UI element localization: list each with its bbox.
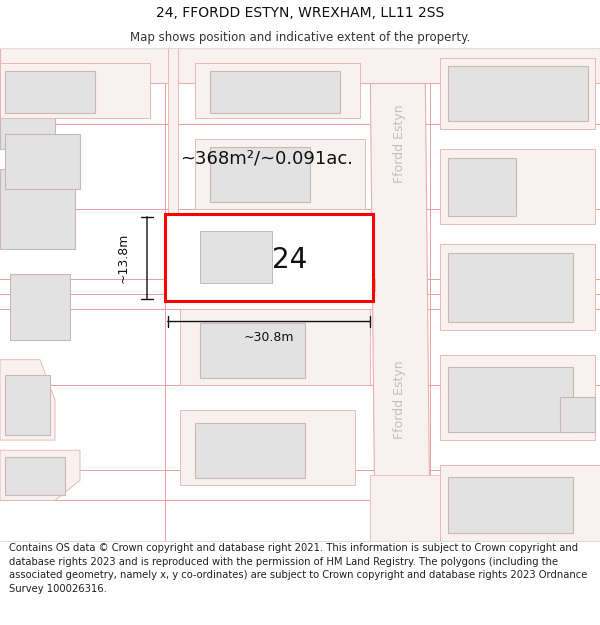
Text: ~30.8m: ~30.8m <box>244 331 294 344</box>
Text: 24, FFORDD ESTYN, WREXHAM, LL11 2SS: 24, FFORDD ESTYN, WREXHAM, LL11 2SS <box>156 6 444 21</box>
Text: ~13.8m: ~13.8m <box>116 232 130 283</box>
Polygon shape <box>168 279 375 291</box>
Text: ~368m²/~0.091ac.: ~368m²/~0.091ac. <box>180 149 353 168</box>
Bar <box>195 423 305 478</box>
Bar <box>448 66 588 121</box>
Text: Contains OS data © Crown copyright and database right 2021. This information is : Contains OS data © Crown copyright and d… <box>9 543 587 594</box>
Bar <box>200 322 305 378</box>
Bar <box>440 58 595 129</box>
Bar <box>5 71 95 114</box>
Polygon shape <box>0 48 600 83</box>
Text: Ffordd Estyn: Ffordd Estyn <box>394 104 407 183</box>
Bar <box>195 139 365 209</box>
Polygon shape <box>0 450 80 501</box>
Bar <box>440 354 595 440</box>
Polygon shape <box>0 360 55 440</box>
Bar <box>448 253 573 321</box>
Bar <box>180 410 355 486</box>
Bar <box>5 375 50 435</box>
Bar <box>0 63 150 119</box>
Bar <box>5 134 80 189</box>
Bar <box>200 231 272 283</box>
Bar <box>0 169 75 249</box>
Polygon shape <box>370 475 600 541</box>
Bar <box>440 149 595 224</box>
Bar <box>448 478 573 532</box>
Bar <box>448 158 516 216</box>
Bar <box>440 465 600 541</box>
Text: Map shows position and indicative extent of the property.: Map shows position and indicative extent… <box>130 31 470 44</box>
Bar <box>0 78 55 149</box>
Bar <box>5 458 65 496</box>
Bar <box>195 63 360 119</box>
Bar <box>10 274 70 339</box>
Text: Ffordd Estyn: Ffordd Estyn <box>394 361 407 439</box>
Text: 24: 24 <box>272 246 307 274</box>
Polygon shape <box>370 48 430 541</box>
Bar <box>180 309 370 385</box>
Polygon shape <box>168 48 178 289</box>
Bar <box>440 244 595 329</box>
Bar <box>448 367 573 432</box>
Bar <box>560 397 595 432</box>
Bar <box>210 147 310 202</box>
Bar <box>165 214 373 301</box>
Bar <box>210 71 340 114</box>
